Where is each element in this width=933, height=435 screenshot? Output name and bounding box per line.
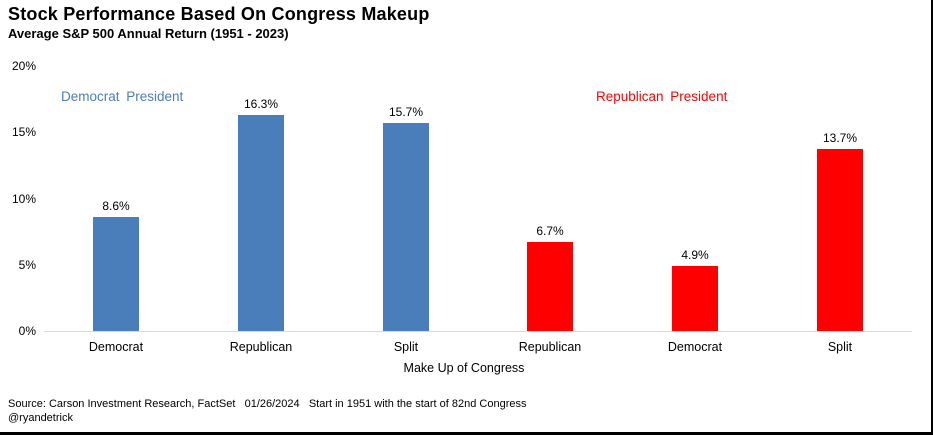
category-label: Split [393, 340, 419, 354]
bar-value-label: 13.7% [822, 131, 858, 145]
bar [383, 123, 429, 331]
category-label: Democrat [667, 340, 723, 354]
bar [93, 217, 139, 331]
bar-value-label: 6.7% [536, 224, 564, 238]
x-axis-line [44, 331, 912, 332]
bar [238, 115, 284, 331]
y-tick-label: 10% [11, 192, 36, 206]
bar-value-label: 15.7% [388, 105, 424, 119]
y-tick-label: 0% [18, 324, 36, 338]
y-tick-label: 5% [18, 258, 36, 272]
bar [527, 242, 573, 331]
legend-democrat-president: Democrat President [61, 89, 184, 104]
category-label: Republican [518, 340, 582, 354]
category-label: Democrat [88, 340, 144, 354]
source-attribution: Source: Carson Investment Research, Fact… [8, 398, 527, 410]
category-label: Republican [229, 340, 293, 354]
chart-subtitle: Average S&P 500 Annual Return (1951 - 20… [8, 26, 289, 41]
author-handle: @ryandetrick [8, 412, 73, 424]
bar-value-label: 4.9% [681, 248, 709, 262]
bar-value-label: 16.3% [243, 97, 279, 111]
bar [672, 266, 718, 331]
bar [817, 149, 863, 331]
category-label: Split [827, 340, 853, 354]
y-tick-label: 20% [11, 59, 36, 73]
legend-republican-president: Republican President [596, 89, 728, 104]
chart-title: Stock Performance Based On Congress Make… [8, 4, 430, 24]
bar-value-label: 8.6% [102, 199, 130, 213]
y-tick-label: 15% [11, 125, 36, 139]
x-axis-title: Make Up of Congress [403, 361, 525, 375]
